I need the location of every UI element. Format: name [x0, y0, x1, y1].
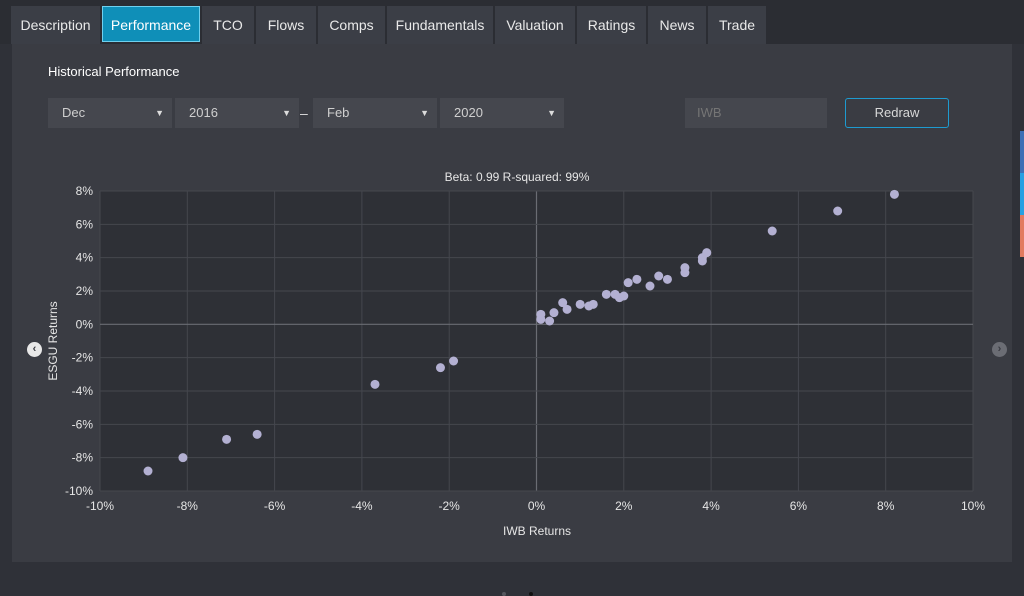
tab-description[interactable]: Description: [11, 6, 100, 44]
tab-valuation[interactable]: Valuation: [495, 6, 575, 44]
tab-comps[interactable]: Comps: [318, 6, 385, 44]
performance-panel: Historical Performance Dec ▼ 2016 ▼ – Fe…: [12, 44, 1012, 596]
pager-dot[interactable]: [502, 592, 506, 596]
section-title: Historical Performance: [48, 64, 180, 79]
tab-performance[interactable]: Performance: [102, 6, 200, 42]
ticker-input[interactable]: [685, 98, 827, 128]
tab-flows[interactable]: Flows: [256, 6, 316, 44]
tab-trade[interactable]: Trade: [708, 6, 766, 44]
chevron-down-icon: ▼: [420, 108, 429, 118]
side-strip-blue: [1020, 131, 1024, 173]
redraw-button[interactable]: Redraw: [845, 98, 949, 128]
chevron-down-icon: ▼: [547, 108, 556, 118]
tab-ratings[interactable]: Ratings: [577, 6, 646, 44]
start-month-value: Dec: [62, 105, 86, 120]
end-year-select[interactable]: 2020 ▼: [440, 98, 564, 128]
start-year-select[interactable]: 2016 ▼: [175, 98, 299, 128]
end-year-value: 2020: [454, 105, 483, 120]
tab-bar: Description Performance TCO Flows Comps …: [0, 0, 1024, 44]
end-month-select[interactable]: Feb ▼: [313, 98, 437, 128]
chevron-left-icon[interactable]: ‹: [27, 342, 42, 357]
chevron-down-icon: ▼: [282, 108, 291, 118]
side-strip-orange: [1020, 215, 1024, 257]
chevron-down-icon: ▼: [155, 108, 164, 118]
start-year-value: 2016: [189, 105, 218, 120]
tab-tco[interactable]: TCO: [202, 6, 254, 44]
range-separator: –: [300, 105, 308, 121]
tab-fundamentals[interactable]: Fundamentals: [387, 6, 493, 44]
start-month-select[interactable]: Dec ▼: [48, 98, 172, 128]
tab-news[interactable]: News: [648, 6, 706, 44]
pager-dot-active[interactable]: [529, 592, 533, 596]
end-month-value: Feb: [327, 105, 350, 120]
chevron-right-icon[interactable]: ›: [992, 342, 1007, 357]
side-strip-cyan: [1020, 173, 1024, 215]
